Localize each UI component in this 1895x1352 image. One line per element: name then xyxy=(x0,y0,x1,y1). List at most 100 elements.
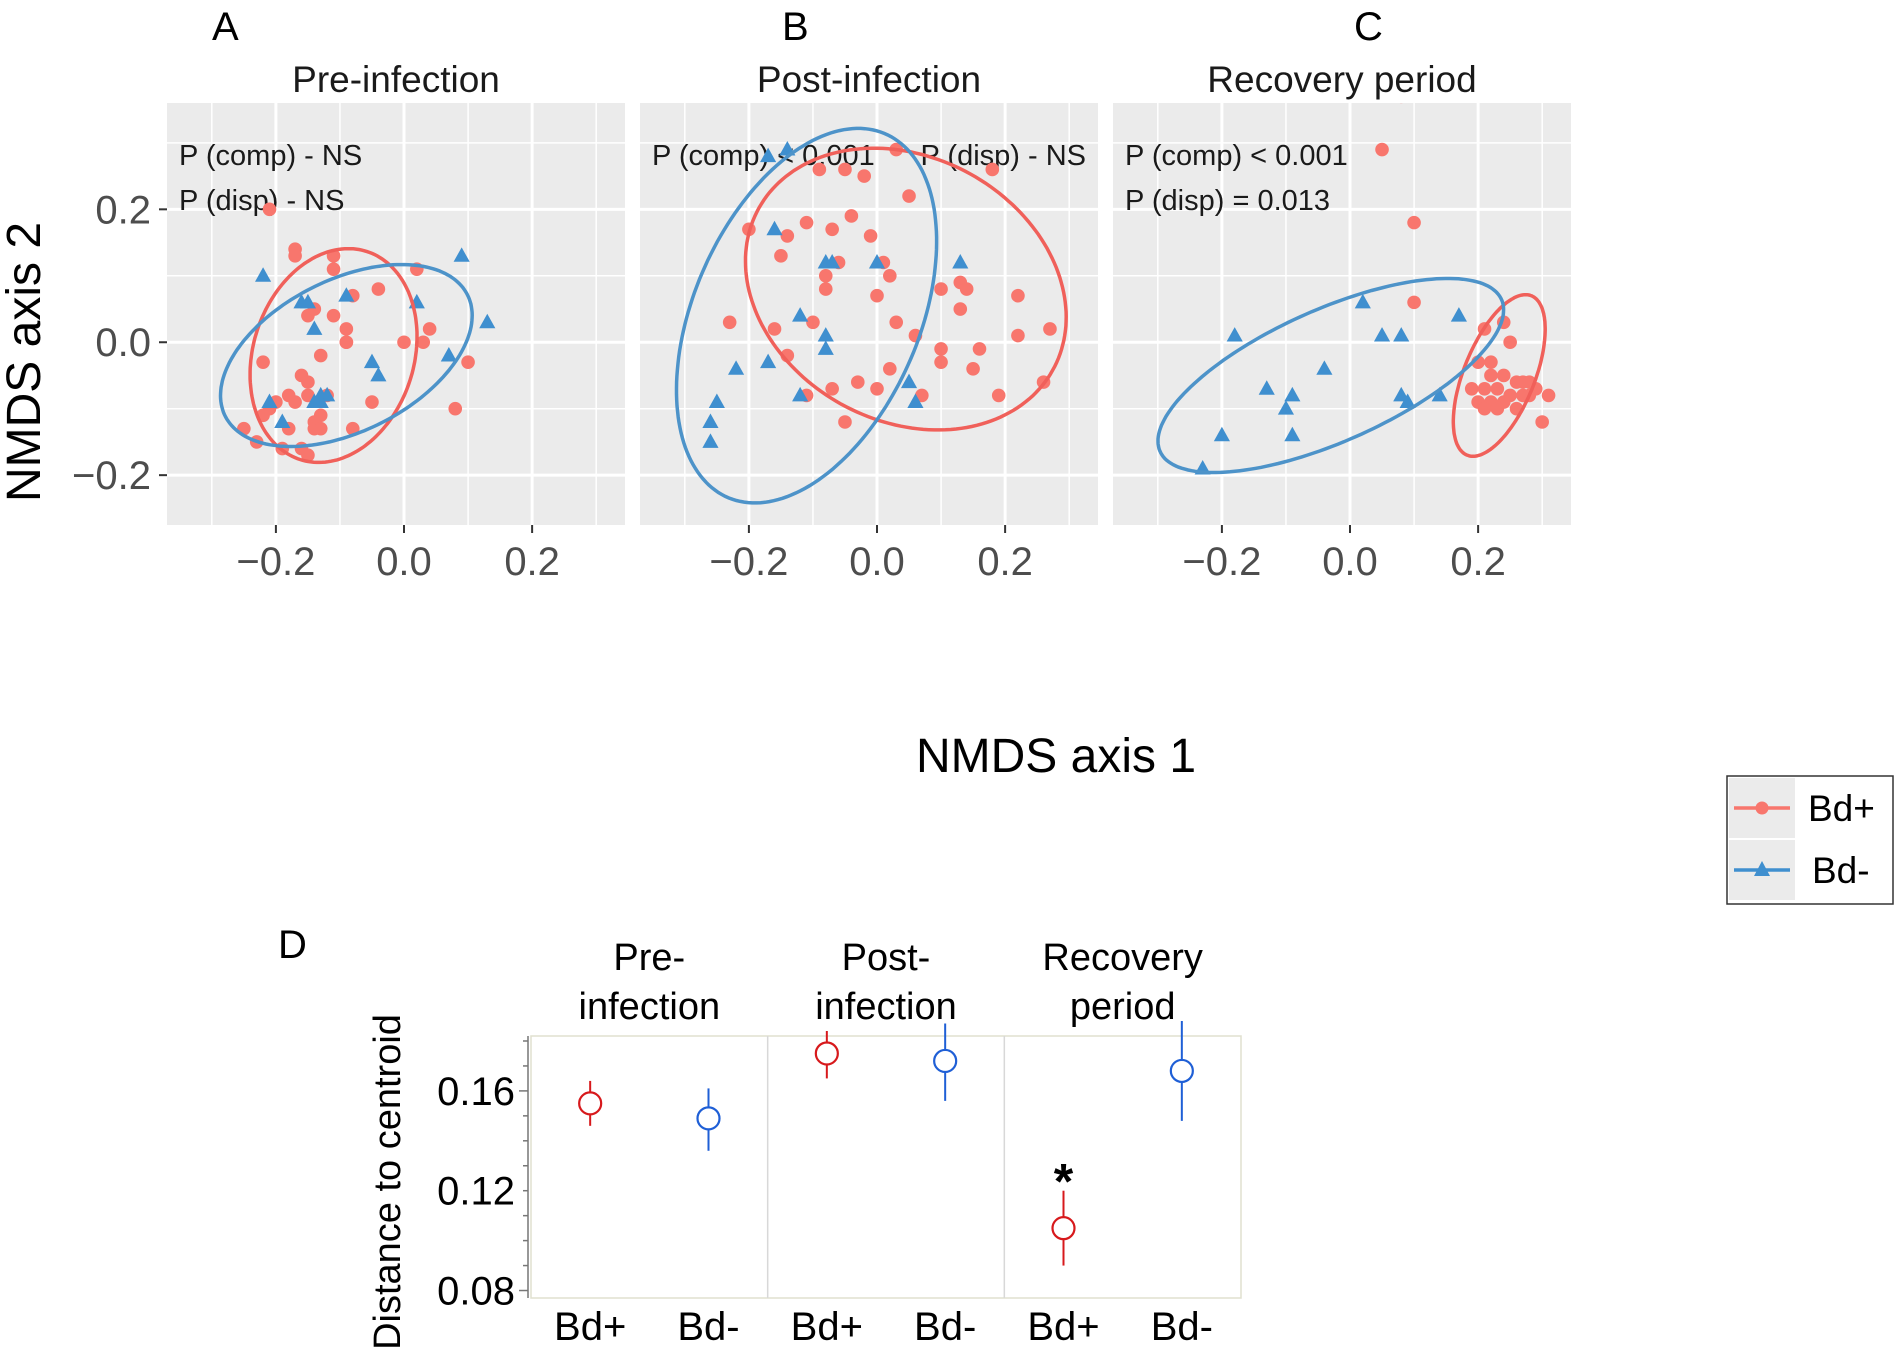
category-label: Bd- xyxy=(1151,1305,1213,1349)
point-bd-neg xyxy=(933,1048,958,1074)
x-tick-label: 0.0 xyxy=(376,540,432,584)
point-bd-pos xyxy=(953,302,968,316)
x-tick-label: 0.0 xyxy=(849,540,905,584)
point-bd-pos xyxy=(1477,401,1492,416)
y-tick-label: 0.12 xyxy=(437,1170,515,1214)
point-bd-neg xyxy=(760,353,777,369)
plot-frame xyxy=(530,1035,1242,1299)
point-bd-neg xyxy=(1258,380,1275,395)
point-bd-pos xyxy=(991,388,1006,403)
point-bd-neg xyxy=(900,373,918,389)
panel-title: Pre-infection xyxy=(292,59,500,100)
panel-background xyxy=(167,103,625,525)
point-bd-pos xyxy=(281,388,296,403)
point-bd-neg xyxy=(728,360,745,375)
point-bd-pos xyxy=(326,308,341,323)
ellipse-bd-pos xyxy=(1451,292,1547,459)
point-bd-pos xyxy=(812,162,827,177)
point-bd-pos xyxy=(1484,355,1498,369)
y-tick-label: 0.2 xyxy=(95,188,151,232)
ellipse-bd-neg xyxy=(1156,276,1506,475)
point-bd-neg xyxy=(338,287,355,302)
point-bd-pos xyxy=(825,222,839,237)
point-bd-neg xyxy=(363,353,381,369)
point-bd-neg xyxy=(479,313,496,329)
panel-title: Recovery period xyxy=(1207,59,1476,100)
point-bd-neg xyxy=(1431,386,1448,402)
panel-label-d: D xyxy=(278,923,307,967)
point-bd-pos xyxy=(889,315,904,330)
x-tick-label: −0.2 xyxy=(709,540,788,584)
point-bd-pos xyxy=(1490,381,1505,396)
point-bd-pos xyxy=(1496,368,1511,383)
legend-label-bd-pos: Bd+ xyxy=(1808,788,1875,829)
point-bd-pos xyxy=(774,249,788,263)
plot-content xyxy=(674,126,1068,505)
point-bd-pos xyxy=(799,215,814,230)
point-bd-pos xyxy=(966,362,980,376)
category-label: Bd+ xyxy=(791,1305,863,1349)
point-bd-neg xyxy=(766,220,783,236)
p-value-annotation: P (comp) - NS xyxy=(179,140,362,172)
point-bd-pos xyxy=(818,268,833,283)
point-bd-pos xyxy=(844,209,859,223)
y-axis-title: Distance to centroid xyxy=(367,1014,409,1350)
panel-title: Post-infection xyxy=(757,59,981,100)
p-value-annotation: P (comp) < 0.001 xyxy=(652,140,875,172)
point-bd-neg xyxy=(255,267,272,282)
ellipse-bd-pos xyxy=(248,246,419,465)
point-bd-neg xyxy=(1284,386,1301,402)
centroid-distance-panel: 0.08 0.12 0.16 Distance to centroid Pre-infe… xyxy=(367,937,1242,1350)
point-bd-pos xyxy=(818,282,833,296)
point-bd-pos xyxy=(1051,1216,1076,1241)
scatter-panel-post-infection: −0.2 0.0 0.2 Post-infection P (comp) < 0.001… xyxy=(640,59,1098,584)
point-bd-neg xyxy=(1393,327,1410,342)
y-tick-label: 0.08 xyxy=(437,1270,515,1314)
point-bd-neg xyxy=(1354,293,1371,309)
x-tick-label: 0.2 xyxy=(504,540,560,584)
point-bd-pos xyxy=(326,262,341,276)
point-bd-neg xyxy=(817,340,834,355)
point-bd-pos xyxy=(461,355,475,369)
shared-x-axis-title: NMDS axis 1 xyxy=(916,730,1196,783)
point-bd-pos xyxy=(902,189,916,203)
point-bd-pos xyxy=(934,355,948,369)
point-bd-neg xyxy=(907,393,924,409)
point-bd-pos xyxy=(722,315,737,330)
point-bd-neg xyxy=(792,307,809,322)
point-bd-pos xyxy=(863,229,878,243)
ellipse-bd-pos xyxy=(743,146,1068,432)
point-bd-neg xyxy=(1213,426,1230,442)
point-bd-neg xyxy=(1226,327,1243,342)
point-bd-neg xyxy=(702,413,719,428)
point-bd-neg xyxy=(817,327,834,342)
point-bd-pos xyxy=(1503,335,1517,350)
point-bd-pos xyxy=(422,322,437,336)
point-bd-pos xyxy=(416,335,431,350)
point-bd-neg xyxy=(261,393,278,409)
point-bd-pos xyxy=(838,162,852,177)
point-bd-pos xyxy=(1399,103,1403,104)
point-bd-pos xyxy=(288,249,302,263)
y-tick-label: 0.16 xyxy=(437,1070,515,1114)
point-bd-pos xyxy=(767,322,782,336)
point-bd-neg xyxy=(1277,400,1295,415)
point-bd-neg xyxy=(792,386,809,402)
point-bd-pos xyxy=(262,202,277,217)
point-bd-neg xyxy=(708,393,725,409)
point-bd-pos xyxy=(578,1091,603,1116)
point-bd-pos xyxy=(1407,215,1421,230)
category-label: Bd- xyxy=(677,1305,739,1349)
legend-marker-bd-neg xyxy=(1754,861,1770,876)
point-bd-pos xyxy=(1464,381,1479,396)
shared-y-axis-title: NMDS axis 2 xyxy=(0,222,51,502)
point-bd-neg xyxy=(760,147,777,163)
point-bd-pos xyxy=(339,335,354,350)
point-bd-neg xyxy=(440,347,457,362)
category-label: Bd+ xyxy=(554,1305,626,1349)
point-bd-neg xyxy=(1393,386,1410,402)
point-bd-neg xyxy=(312,393,329,409)
point-bd-neg xyxy=(453,247,470,262)
point-bd-pos xyxy=(448,401,463,416)
